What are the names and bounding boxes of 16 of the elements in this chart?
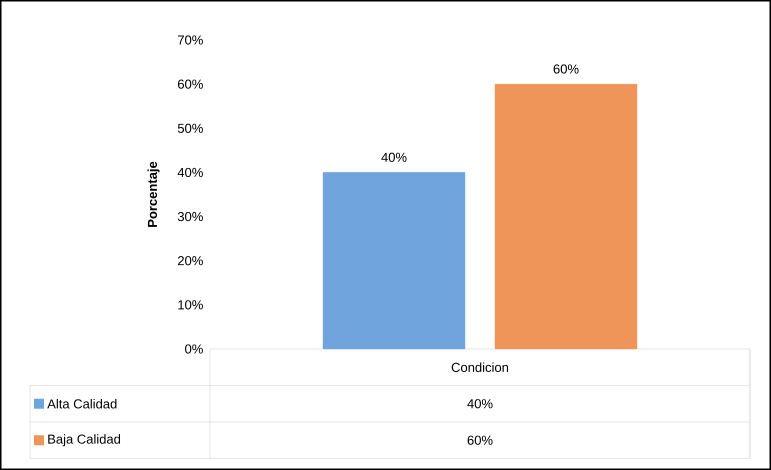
text: 60%	[468, 436, 493, 445]
y-tick-label: 40%	[178, 168, 203, 178]
y-tick-label: 60%	[178, 80, 203, 89]
data-label: 60%	[554, 64, 579, 74]
legend-label: Baja Calidad	[48, 434, 120, 446]
text: 40%	[467, 399, 493, 408]
y-tick-label: 30%	[178, 212, 203, 222]
x-tick-label: Condicion	[452, 362, 508, 372]
y-tick-label: 50%	[178, 124, 203, 133]
data-label: 40%	[381, 152, 407, 162]
legend-label: Alta Calidad	[47, 398, 116, 409]
y-tick-label: 20%	[178, 256, 203, 266]
y-tick-label: 70%	[178, 35, 203, 45]
y-tick-label: 0%	[185, 344, 203, 354]
y-tick-label: 10%	[178, 300, 203, 310]
y-axis-title: Porcentaje	[147, 162, 160, 227]
